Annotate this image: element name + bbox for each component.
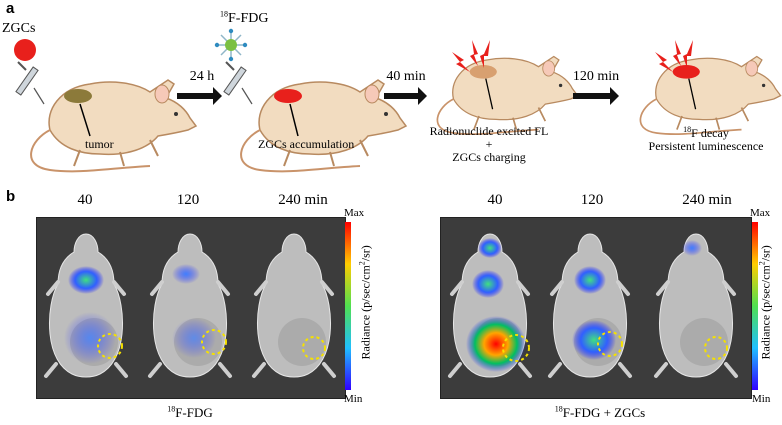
luminescence-bolts-icon <box>655 40 693 72</box>
fdg-label-sup: 18 <box>220 9 228 19</box>
excitation-bolts-icon <box>452 40 490 72</box>
left-caption: 18F-FDG <box>120 405 260 421</box>
right-colorbar-title-post: /sr) <box>758 245 773 262</box>
fdg-label: 18F-FDG <box>220 9 269 26</box>
decay-label-sup: 18 <box>683 125 692 134</box>
panel-b-letter: b <box>6 188 16 205</box>
left-time-120: 120 <box>176 192 200 208</box>
arrow-3-label: 120 min <box>572 69 620 84</box>
left-colorbar <box>345 222 351 390</box>
right-caption: 18F-FDG + ZGCs <box>520 405 680 421</box>
fdg-label-text: F-FDG <box>228 11 269 26</box>
left-colorbar-title: Radiance (p/sec/cm2/sr) <box>306 245 426 359</box>
right-colorbar-min: Min <box>752 393 771 405</box>
left-caption-text: F-FDG <box>175 405 213 420</box>
accumulation-label: ZGCs accumulation <box>258 137 355 151</box>
tumor-label: tumor <box>85 137 114 151</box>
arrow-2-label: 40 min <box>386 69 426 84</box>
right-colorbar-max: Max <box>750 207 771 219</box>
left-time-40: 40 <box>77 192 93 208</box>
excite-label-2: + <box>485 137 493 151</box>
right-colorbar <box>752 222 758 390</box>
left-colorbar-title-pre: Radiance (p/sec/cm <box>358 265 373 360</box>
decay-label-text: F decay <box>691 126 729 140</box>
arrow-1-label: 24 h <box>189 69 215 84</box>
tumor-circle <box>97 333 123 359</box>
left-time-240: 240 min <box>278 192 328 208</box>
right-caption-sup: 18 <box>554 404 563 414</box>
left-colorbar-title-sup: 2 <box>357 261 367 266</box>
excite-label-1: Radionuclide excited FL <box>429 124 549 138</box>
arrow-3 <box>573 87 619 105</box>
zgcs-particle <box>14 39 36 61</box>
excite-label-3: ZGCs charging <box>452 150 526 164</box>
right-caption-text: F-FDG + ZGCs <box>562 405 646 420</box>
right-colorbar-title-pre: Radiance (p/sec/cm <box>758 265 773 360</box>
left-colorbar-max: Max <box>344 207 365 219</box>
arrow-2 <box>384 87 427 105</box>
panel-a-schematic <box>14 28 782 173</box>
arrow-1 <box>177 87 222 105</box>
left-colorbar-title-post: /sr) <box>358 245 373 262</box>
tumor-spot <box>64 89 92 103</box>
right-colorbar-title: Radiance (p/sec/cm2/sr) <box>706 245 782 359</box>
left-colorbar-min: Min <box>344 393 363 405</box>
decay-label-2: Persistent luminescence <box>648 139 764 153</box>
right-time-120: 120 <box>580 192 604 208</box>
left-caption-sup: 18 <box>167 404 176 414</box>
decay-label-1: 18F decay <box>636 125 776 140</box>
fdg-molecule-icon <box>214 28 248 62</box>
zgcs-label: ZGCs <box>2 21 36 36</box>
right-colorbar-title-sup: 2 <box>757 261 767 266</box>
panel-a-letter: a <box>6 0 15 17</box>
right-time-240: 240 min <box>682 192 732 208</box>
right-time-40: 40 <box>487 192 503 208</box>
